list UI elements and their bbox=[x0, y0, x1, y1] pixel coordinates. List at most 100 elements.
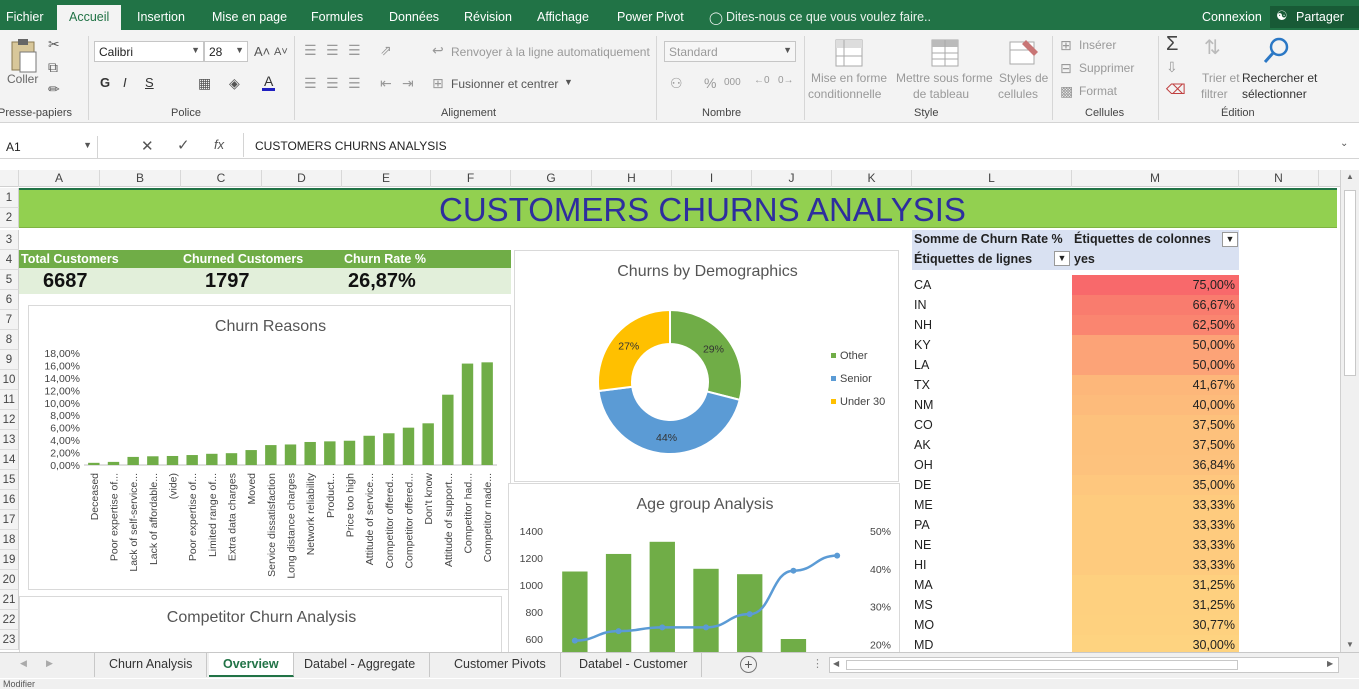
row-header[interactable]: 12 bbox=[0, 410, 19, 430]
clear-icon[interactable]: ⌫ bbox=[1166, 81, 1186, 97]
worksheet-grid[interactable]: A B C D E F G H I J K L M N 1 2 3 4 5 6 7 8 9 10 1… bbox=[0, 170, 1340, 652]
conditional-format-label-1[interactable]: Mise en forme bbox=[811, 71, 888, 85]
row-header[interactable]: 11 bbox=[0, 390, 19, 410]
pivot-value-cell[interactable]: 36,84% bbox=[1072, 455, 1239, 475]
column-header[interactable]: N bbox=[1239, 170, 1319, 187]
menu-fichier[interactable]: Fichier bbox=[6, 10, 44, 24]
scroll-thumb[interactable] bbox=[846, 660, 1238, 670]
tell-me-box[interactable]: Dites-nous ce que vous voulez faire.. bbox=[726, 10, 931, 24]
tab-databel-aggregate[interactable]: Databel - Aggregate bbox=[290, 653, 431, 677]
menu-insertion[interactable]: Insertion bbox=[137, 10, 185, 24]
row-header[interactable]: 14 bbox=[0, 450, 19, 470]
align-right-icon[interactable]: ☰ bbox=[348, 75, 361, 91]
cell-styles-label-2[interactable]: cellules bbox=[998, 87, 1039, 101]
column-header[interactable]: C bbox=[181, 170, 262, 187]
column-header[interactable]: A bbox=[19, 170, 100, 187]
cut-icon[interactable]: ✂ bbox=[48, 36, 60, 52]
pivot-row-label[interactable]: CA bbox=[914, 278, 932, 292]
confirm-icon[interactable]: ✓ bbox=[177, 137, 190, 154]
pivot-row-label[interactable]: OH bbox=[914, 458, 933, 472]
more-options-icon[interactable]: ⋮ bbox=[812, 658, 823, 670]
scroll-up-icon[interactable]: ▲ bbox=[1346, 172, 1354, 181]
share-button[interactable]: ☯ Partager bbox=[1270, 6, 1359, 28]
italic-button[interactable]: I bbox=[123, 75, 127, 90]
column-header[interactable]: I bbox=[672, 170, 752, 187]
tab-prev-icon[interactable]: ◀ bbox=[20, 658, 27, 668]
column-header[interactable]: H bbox=[592, 170, 672, 187]
row-header[interactable]: 22 bbox=[0, 610, 19, 630]
pivot-row-label[interactable]: NE bbox=[914, 538, 932, 552]
table-format-label-2[interactable]: de tableau bbox=[913, 87, 970, 101]
align-center-icon[interactable]: ☰ bbox=[326, 75, 339, 91]
menu-accueil[interactable]: Accueil bbox=[57, 5, 122, 30]
column-header[interactable]: E bbox=[342, 170, 431, 187]
row-header[interactable]: 3 bbox=[0, 230, 19, 250]
sort-filter-label-2[interactable]: filtrer bbox=[1201, 87, 1228, 101]
pivot-row-label[interactable]: PA bbox=[914, 518, 930, 532]
scroll-right-icon[interactable]: ▶ bbox=[1327, 659, 1334, 668]
align-middle-icon[interactable]: ☰ bbox=[326, 42, 339, 58]
pivot-row-label[interactable]: NM bbox=[914, 398, 934, 412]
pivot-value-cell[interactable]: 31,25% bbox=[1072, 575, 1239, 595]
row-header[interactable]: 5 bbox=[0, 270, 19, 290]
pivot-row-label[interactable]: HI bbox=[914, 558, 927, 572]
chevron-down-icon[interactable]: ▼ bbox=[564, 77, 573, 87]
pivot-row-label[interactable]: AK bbox=[914, 438, 931, 452]
signin-link[interactable]: Connexion bbox=[1202, 10, 1262, 24]
table-format-label-1[interactable]: Mettre sous forme bbox=[896, 71, 993, 85]
wrap-text-button[interactable]: Renvoyer à la ligne automatiquement bbox=[451, 45, 650, 59]
tab-customer-pivots[interactable]: Customer Pivots bbox=[440, 653, 561, 677]
pivot-row-label[interactable]: TX bbox=[914, 378, 930, 392]
format-painter-icon[interactable]: ✏ bbox=[48, 81, 60, 97]
churn-reasons-chart[interactable]: Churn Reasons 0,00% 2,00% 4,00% 6,00% 8,00% 1… bbox=[28, 305, 511, 590]
pivot-value-cell[interactable]: 66,67% bbox=[1072, 295, 1239, 315]
expand-formula-icon[interactable]: ⌄ bbox=[1340, 138, 1349, 149]
scroll-thumb[interactable] bbox=[1344, 190, 1356, 376]
filter-icon[interactable]: ▼ bbox=[1222, 232, 1238, 247]
borders-icon[interactable]: ▦ bbox=[198, 75, 212, 91]
pivot-value-cell[interactable]: 31,25% bbox=[1072, 595, 1239, 615]
font-color-button[interactable]: A bbox=[262, 73, 276, 91]
scroll-down-icon[interactable]: ▼ bbox=[1346, 640, 1354, 649]
pivot-value-cell[interactable]: 33,33% bbox=[1072, 515, 1239, 535]
column-header[interactable]: G bbox=[511, 170, 592, 187]
vertical-scrollbar[interactable]: ▲ ▼ bbox=[1340, 170, 1359, 652]
indent-decrease-icon[interactable]: ⇤ bbox=[380, 75, 392, 91]
orientation-icon[interactable]: ⇗ bbox=[380, 42, 392, 58]
find-select-label-2[interactable]: sélectionner bbox=[1242, 87, 1307, 101]
name-box[interactable]: A1 ▼ bbox=[0, 136, 98, 158]
age-group-chart[interactable]: Age group Analysis 200400600800100012001… bbox=[508, 483, 900, 652]
fill-color-icon[interactable]: ◈ bbox=[229, 75, 240, 91]
format-button[interactable]: Format bbox=[1079, 84, 1118, 98]
insert-function-button[interactable]: fx bbox=[214, 137, 225, 152]
menu-affichage[interactable]: Affichage bbox=[537, 10, 589, 24]
align-left-icon[interactable]: ☰ bbox=[304, 75, 317, 91]
row-header[interactable]: 8 bbox=[0, 330, 19, 350]
align-top-icon[interactable]: ☰ bbox=[304, 42, 317, 58]
align-bottom-icon[interactable]: ☰ bbox=[348, 42, 361, 58]
pivot-value-cell[interactable]: 37,50% bbox=[1072, 415, 1239, 435]
tab-next-icon[interactable]: ▶ bbox=[46, 658, 53, 668]
pivot-value-cell[interactable]: 62,50% bbox=[1072, 315, 1239, 335]
number-format-combo[interactable]: Standard ▼ bbox=[664, 41, 796, 62]
menu-formules[interactable]: Formules bbox=[311, 10, 364, 24]
demographics-chart[interactable]: Churns by Demographics 29% 44% 27% Other Sen… bbox=[514, 250, 899, 482]
pivot-row-label[interactable]: MO bbox=[914, 618, 935, 632]
add-sheet-icon[interactable]: + bbox=[740, 656, 757, 673]
competitor-chart[interactable]: Competitor Churn Analysis bbox=[19, 596, 502, 652]
column-header[interactable]: M bbox=[1072, 170, 1239, 187]
pivot-row-label[interactable]: ME bbox=[914, 498, 933, 512]
pivot-value-cell[interactable]: 30,00% bbox=[1072, 635, 1239, 652]
pivot-row-label[interactable]: IN bbox=[914, 298, 927, 312]
increase-font-icon[interactable]: A˄ bbox=[254, 44, 271, 59]
pivot-value-cell[interactable]: 50,00% bbox=[1072, 355, 1239, 375]
paste-button[interactable] bbox=[8, 38, 40, 76]
underline-button[interactable]: S bbox=[145, 75, 154, 90]
row-header[interactable]: 4 bbox=[0, 250, 19, 270]
font-size-combo[interactable]: 28 ▼ bbox=[204, 41, 248, 62]
column-header[interactable]: K bbox=[832, 170, 912, 187]
sort-filter-label-1[interactable]: Trier et bbox=[1202, 71, 1240, 85]
cancel-icon[interactable]: ✕ bbox=[141, 138, 154, 155]
column-header[interactable]: B bbox=[100, 170, 181, 187]
conditional-format-label-2[interactable]: conditionnelle bbox=[808, 87, 882, 101]
